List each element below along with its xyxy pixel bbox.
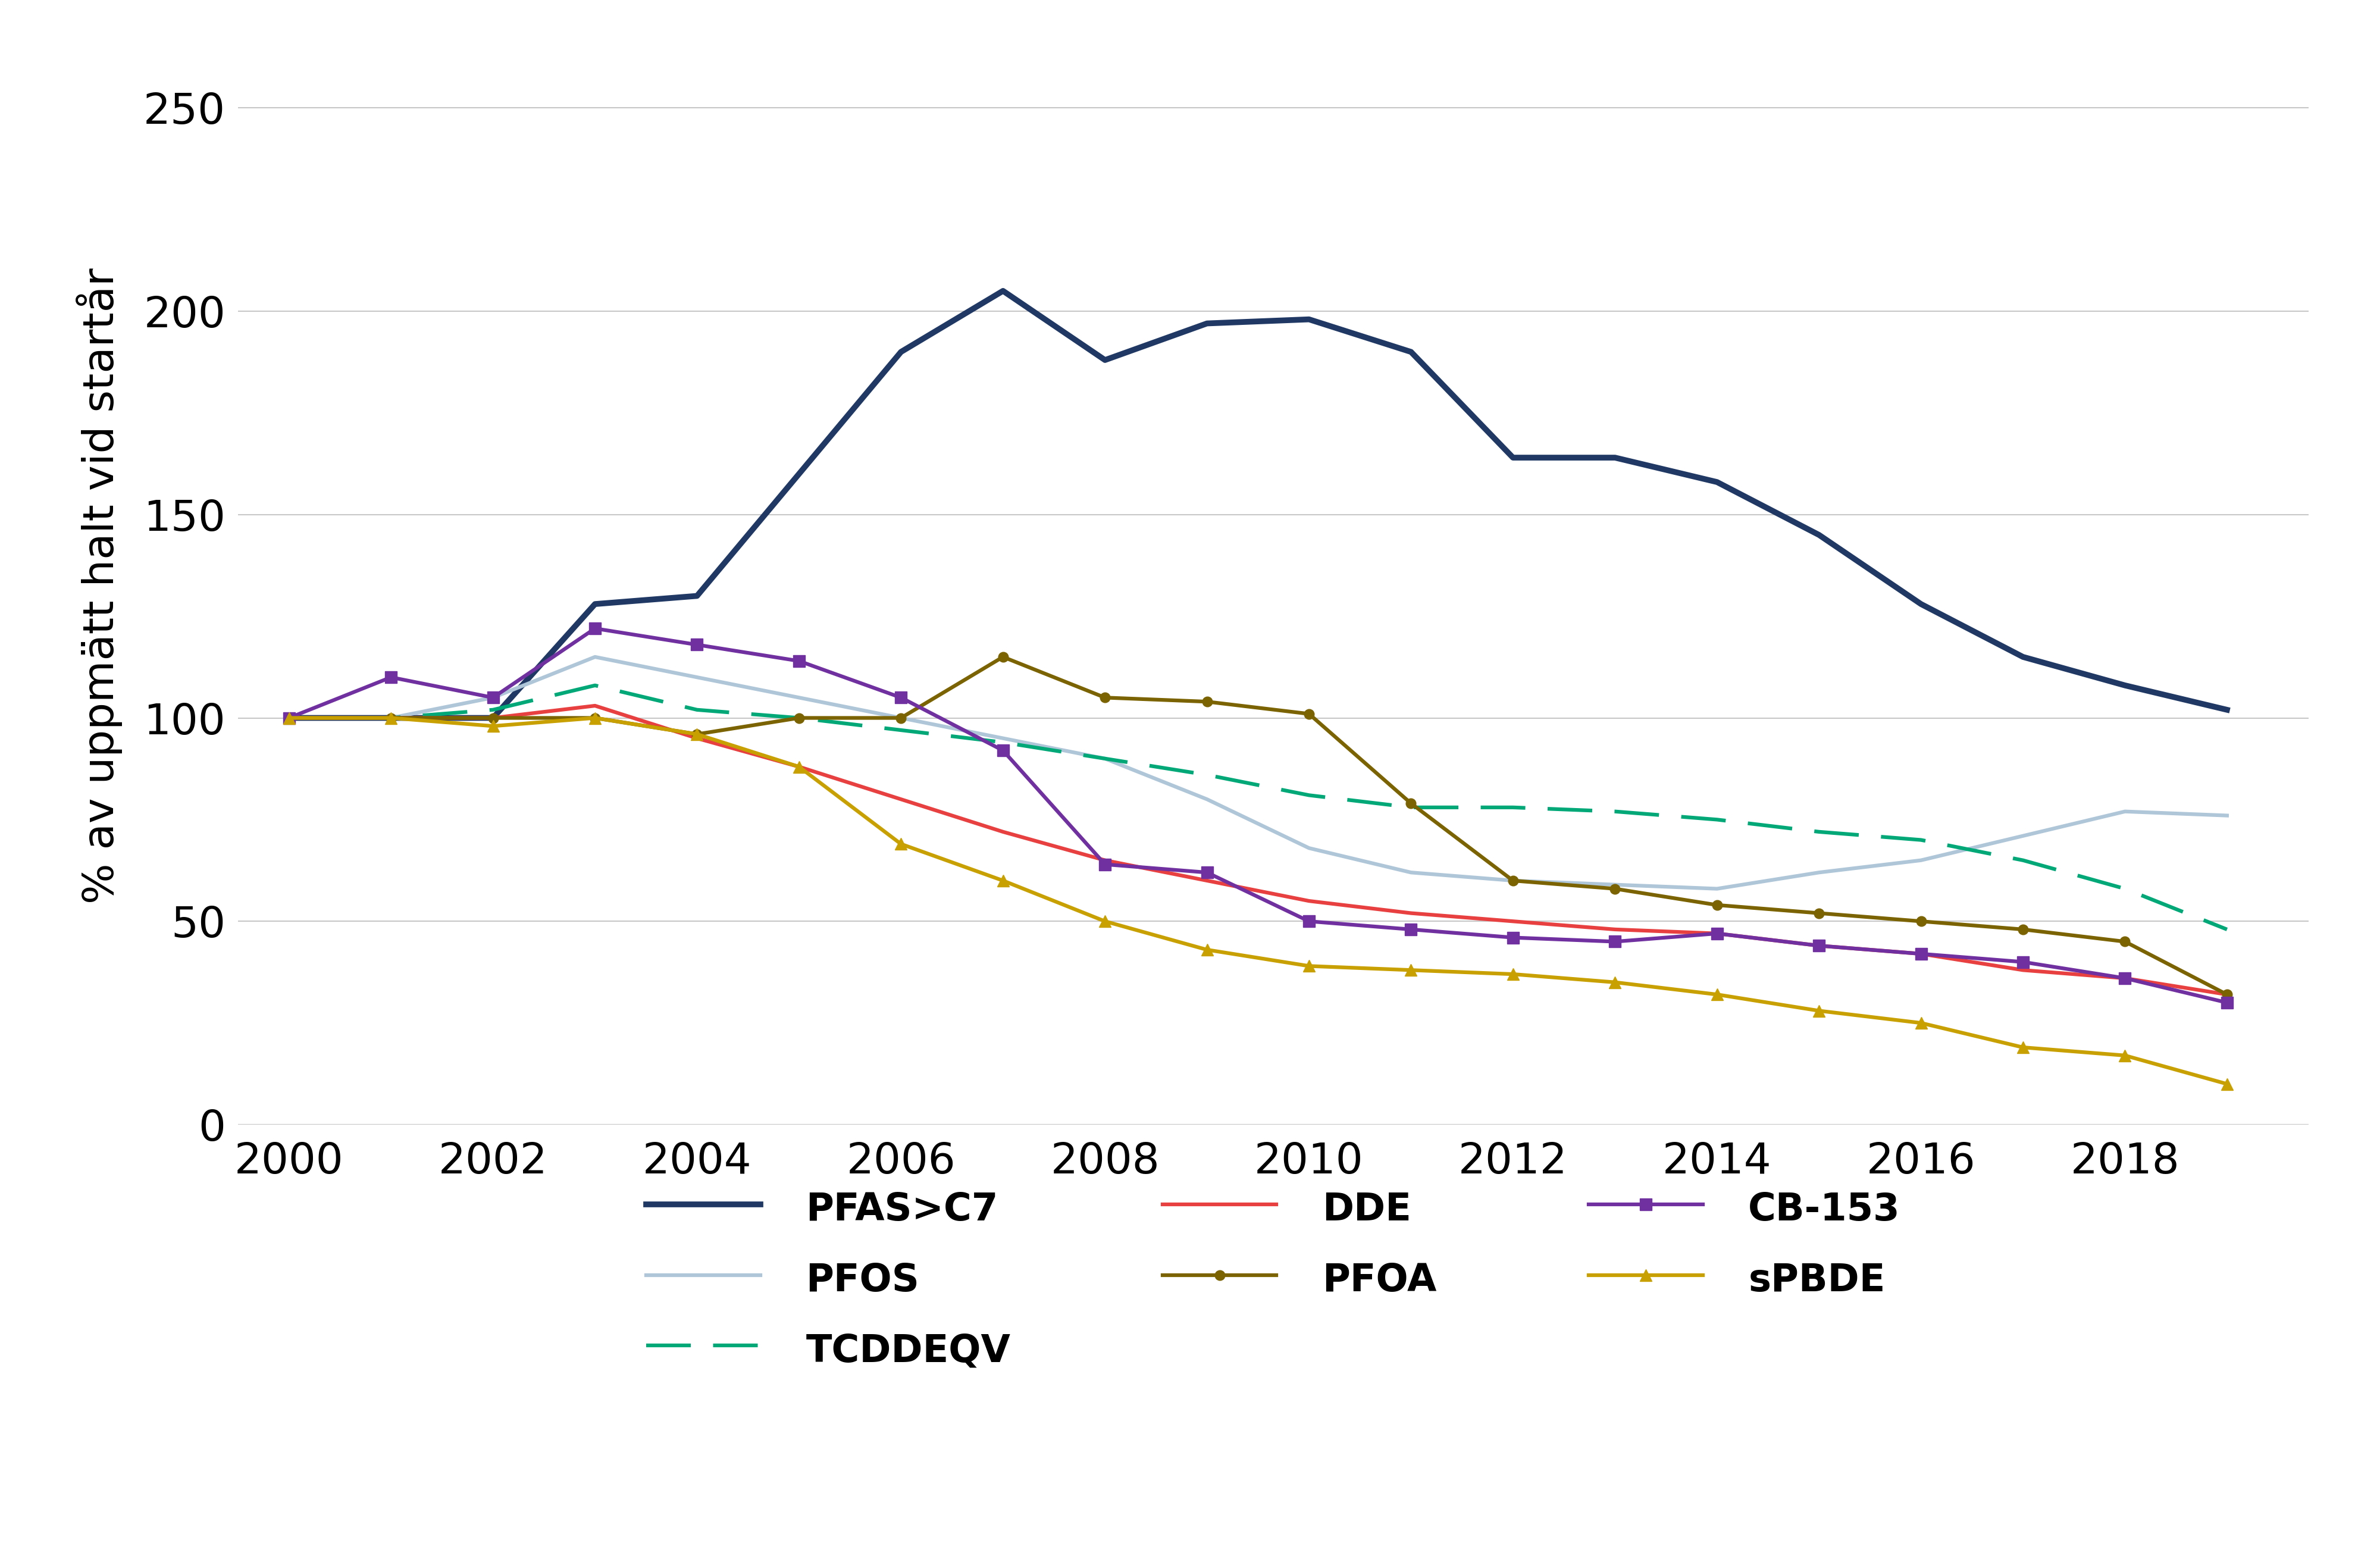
- Y-axis label: % av uppmätt halt vid startår: % av uppmätt halt vid startår: [76, 267, 124, 904]
- Legend: PFAS>C7, PFOS, TCDDEQV, DDE, PFOA, CB-153, sPBDE: PFAS>C7, PFOS, TCDDEQV, DDE, PFOA, CB-15…: [609, 1150, 1937, 1407]
